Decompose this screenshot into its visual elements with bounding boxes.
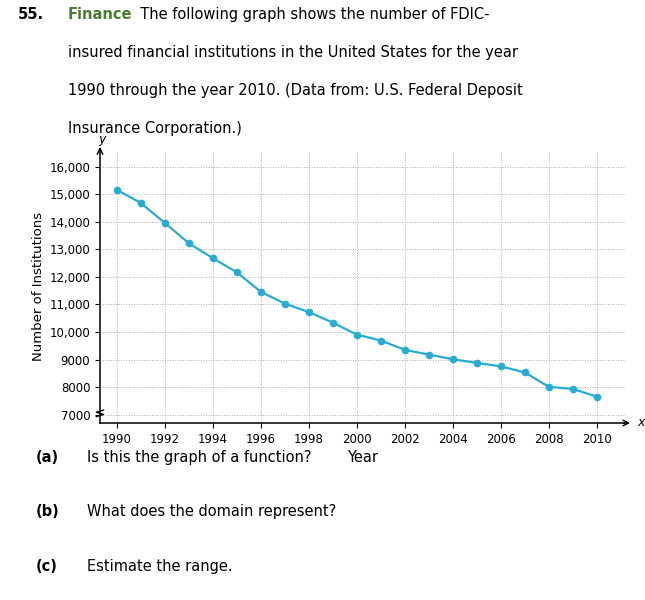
Text: Is this the graph of a function?: Is this the graph of a function? — [87, 449, 312, 464]
Text: y: y — [99, 133, 106, 146]
Text: Insurance Corporation.): Insurance Corporation.) — [68, 121, 242, 136]
Text: insured financial institutions in the United States for the year: insured financial institutions in the Un… — [68, 45, 518, 60]
Text: What does the domain represent?: What does the domain represent? — [87, 504, 336, 519]
Text: Estimate the range.: Estimate the range. — [87, 559, 233, 574]
Text: The following graph shows the number of FDIC-: The following graph shows the number of … — [131, 7, 490, 22]
X-axis label: Year: Year — [347, 450, 379, 465]
Text: (b): (b) — [35, 504, 59, 519]
Text: Finance: Finance — [68, 7, 132, 22]
Text: 55.: 55. — [18, 7, 45, 22]
Text: 1990 through the year 2010. (Data from: U.S. Federal Deposit: 1990 through the year 2010. (Data from: … — [68, 83, 522, 98]
Text: (a): (a) — [35, 449, 59, 464]
Text: x: x — [638, 416, 645, 430]
Text: (c): (c) — [35, 559, 57, 574]
Y-axis label: Number of Institutions: Number of Institutions — [32, 212, 45, 361]
